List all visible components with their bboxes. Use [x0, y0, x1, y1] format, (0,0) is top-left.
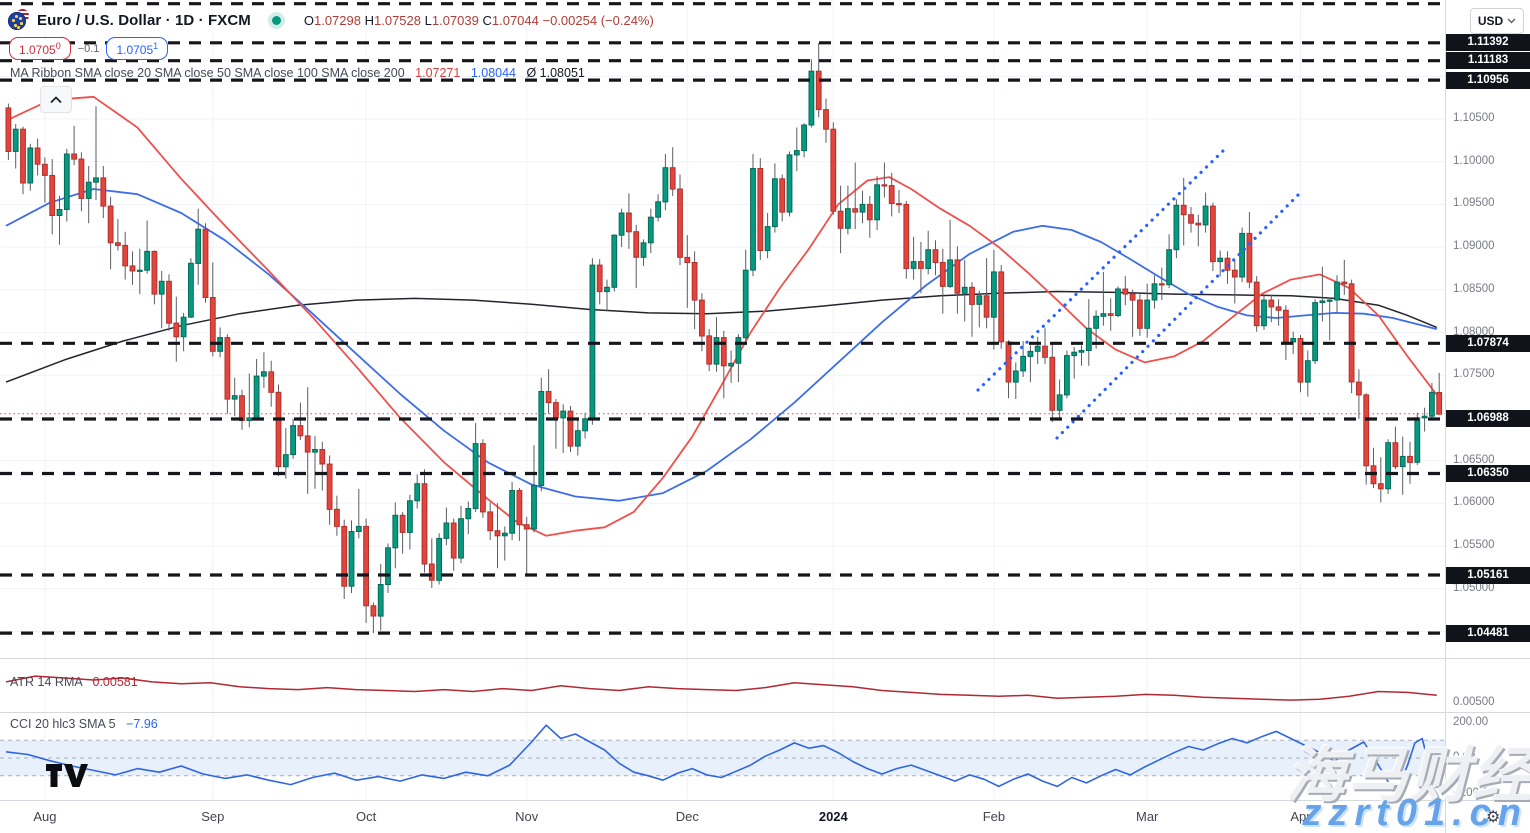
- price-tag-upper[interactable]: 1.07050: [9, 37, 71, 60]
- level-price-chip: 1.06350: [1446, 464, 1530, 482]
- ma-fast-value: 1.07271: [415, 66, 461, 80]
- price-tick-label: 1.06000: [1453, 496, 1495, 509]
- price-tick-label: 1.10500: [1453, 112, 1495, 124]
- level-price-chip: 1.06988: [1446, 410, 1530, 428]
- time-axis-label: Nov: [515, 809, 539, 824]
- cci-value: −7.96: [126, 717, 158, 731]
- chevron-up-icon: [50, 95, 62, 103]
- ohlc-values: O1.07298 H1.07528 L1.07039 C1.07044 −0.0…: [303, 12, 654, 28]
- atr-value: 0.00581: [92, 675, 138, 689]
- level-price-chip: 1.07874: [1446, 334, 1530, 352]
- price-tag-row: 1.07050 −0.1 1.07051: [9, 37, 169, 60]
- price-tag-lower[interactable]: 1.07051: [106, 37, 169, 60]
- tradingview-logo[interactable]: [45, 762, 89, 790]
- cci-tick-label: 0.00: [1453, 751, 1476, 763]
- time-axis-label: Mar: [1135, 809, 1159, 824]
- time-axis-label: Aug: [33, 809, 57, 824]
- atr-legend[interactable]: ATR 14 RMA 0.00581: [10, 675, 138, 689]
- atr-tick-label: 0.00500: [1453, 696, 1495, 708]
- time-axis-label: Dec: [675, 809, 699, 824]
- legend-expand-button[interactable]: [40, 86, 72, 113]
- symbol-flag-icon: [8, 9, 30, 31]
- symbol-title[interactable]: Euro / U.S. Dollar · 1D · FXCM: [37, 11, 251, 29]
- cci-label: CCI 20 hlc3 SMA 5: [10, 717, 116, 731]
- price-tick-label: 1.08500: [1453, 282, 1495, 295]
- price-tick-label: 1.06500: [1453, 453, 1495, 466]
- time-axis-label: Feb: [982, 809, 1006, 824]
- price-tag-distance: −0.1: [77, 42, 100, 55]
- price-tick-label: 1.10000: [1453, 154, 1495, 167]
- change-value: −0.00254 (−0.24%): [542, 12, 654, 28]
- cci-legend[interactable]: CCI 20 hlc3 SMA 5 −7.96: [10, 717, 158, 731]
- price-tick-label: 1.09000: [1453, 240, 1495, 253]
- symbol-header[interactable]: Euro / U.S. Dollar · 1D · FXCM O1.07298 …: [8, 9, 654, 31]
- level-price-chip: 1.04481: [1446, 624, 1530, 642]
- cci-tick-label: 200.00: [1453, 715, 1489, 728]
- time-axis[interactable]: Aug Sep Oct Nov Dec 2024 Feb Mar Apr: [0, 800, 1530, 833]
- chevron-down-icon: [1507, 18, 1516, 24]
- ma-avg-value: Ø 1.08051: [526, 66, 585, 80]
- level-price-chip: 1.10956: [1446, 71, 1530, 89]
- cci-tick-label: −200.00: [1453, 786, 1495, 799]
- time-axis-label: Sep: [201, 809, 225, 824]
- ma-mid-value: 1.08044: [470, 66, 516, 80]
- watermark-title: 海马财经: [1286, 742, 1530, 809]
- time-axis-label: 2024: [818, 809, 848, 824]
- level-price-chip: 1.11392: [1446, 34, 1530, 52]
- currency-selector-button[interactable]: USD: [1470, 8, 1524, 34]
- atr-label: ATR 14 RMA: [10, 675, 83, 689]
- gear-icon[interactable]: ⚙: [1486, 809, 1501, 826]
- market-status-icon[interactable]: [271, 15, 281, 25]
- ma-ribbon-label: MA Ribbon SMA close 20 SMA close 50 SMA …: [10, 66, 405, 80]
- time-axis-label: Oct: [355, 809, 377, 824]
- level-price-chip: 1.11183: [1446, 52, 1530, 70]
- price-axis[interactable]: USD 1.10500 1.10000 1.09500 1.09000 1.08500 1…: [1446, 0, 1530, 800]
- price-tick-label: 1.09500: [1453, 197, 1495, 210]
- price-tick-label: 1.08000: [1453, 325, 1495, 338]
- watermark-url: zzrt01.cn: [1302, 792, 1528, 833]
- price-tick-label: 1.05500: [1453, 539, 1495, 552]
- ma-ribbon-legend[interactable]: MA Ribbon SMA close 20 SMA close 50 SMA …: [10, 66, 585, 80]
- level-price-chip: 1.05161: [1446, 566, 1530, 584]
- time-axis-label: Apr: [1290, 809, 1311, 824]
- price-tick-label: 1.07500: [1453, 368, 1495, 381]
- price-tick-label: 1.05000: [1453, 581, 1495, 594]
